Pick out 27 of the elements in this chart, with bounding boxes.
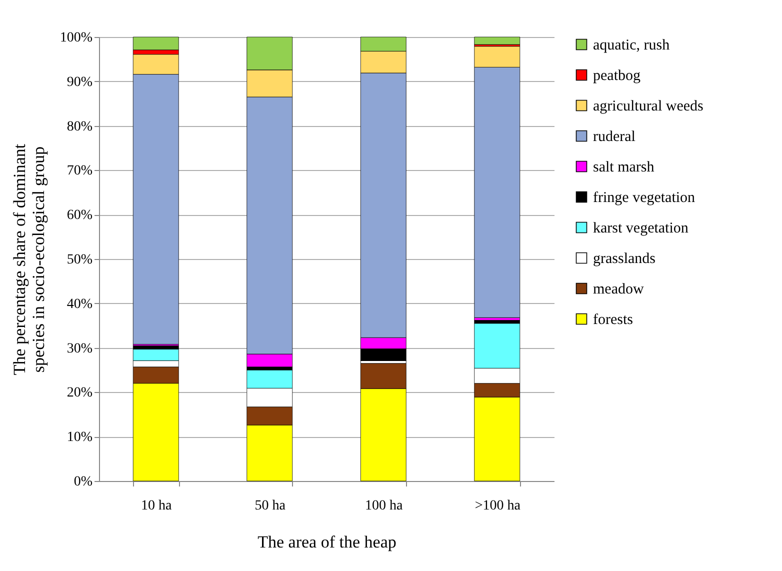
legend-label: meadow <box>593 282 644 298</box>
x-tick-label: 10 ha <box>141 498 173 514</box>
y-tick-label: 30% <box>66 341 93 356</box>
y-tick-label: 80% <box>66 119 93 134</box>
legend-label: peatbog <box>593 68 641 84</box>
legend-label: fringe vegetation <box>593 190 696 206</box>
y-tick-label: 40% <box>66 296 93 312</box>
legend-label: grasslands <box>593 251 656 267</box>
y-tick-label: 100% <box>60 30 93 46</box>
y-axis-title: The percentage share of dominant species in socio-ecological group <box>10 144 48 376</box>
legend-label: karst vegetation <box>593 220 689 236</box>
legend-label: forests <box>593 312 634 328</box>
x-tick-label: >100 ha <box>474 498 522 514</box>
legend-label: ruderal <box>593 129 636 145</box>
x-tick-label: 50 ha <box>254 498 286 514</box>
y-tick-label: 60% <box>66 208 93 224</box>
y-tick-label: 20% <box>66 386 93 401</box>
x-axis-title: The area of the heap <box>258 532 396 552</box>
y-tick-label: 70% <box>66 164 93 179</box>
y-tick-label: 10% <box>66 430 93 446</box>
legend-label: aquatic, rush <box>593 38 670 54</box>
legend-label: salt marsh <box>593 160 655 176</box>
y-tick-label: 50% <box>66 252 93 268</box>
x-tick-label: 100 ha <box>365 498 404 514</box>
y-tick-label: 0% <box>74 474 93 490</box>
y-tick-label: 90% <box>66 74 93 90</box>
legend-label: agricultural weeds <box>593 98 704 114</box>
